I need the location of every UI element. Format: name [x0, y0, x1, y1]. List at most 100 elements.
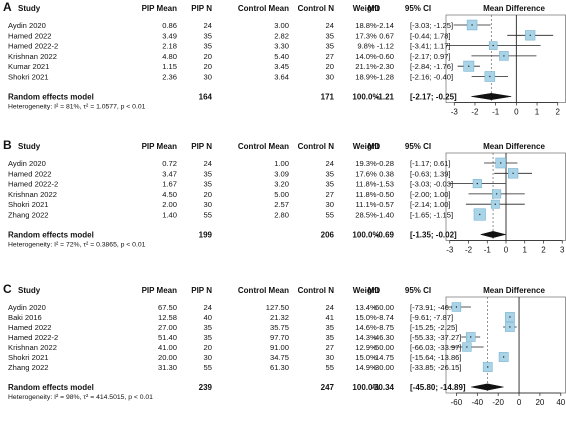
summary-weight: 100.0% — [352, 383, 379, 392]
study-row: Hamed 2022 3.47 35 3.09 35 17.6% 0.38 [-0.63; 1… — [8, 168, 533, 179]
header-control-n: Control N — [298, 142, 335, 151]
md-value: -0.57 — [377, 200, 394, 209]
summary-label: Random effects model — [8, 231, 94, 240]
control-mean-value: 3.09 — [274, 169, 289, 178]
weight-value: 18.8% — [355, 21, 377, 30]
pip-mean-value: 4.80 — [162, 52, 177, 61]
pip-n-value: 35 — [204, 180, 212, 189]
weight-value: 11.8% — [356, 180, 377, 189]
header-md: MD — [368, 4, 381, 13]
header-study: Study — [18, 142, 41, 151]
header-md: MD — [368, 286, 381, 295]
weight-value: 17.6% — [355, 169, 377, 178]
header-pip-mean: PIP Mean — [142, 286, 178, 295]
x-tick-label: -20 — [492, 398, 504, 407]
header-weight: Weight — [353, 4, 380, 13]
heterogeneity-text: Heterogeneity: I² = 72%, τ² = 0.3865, p … — [8, 242, 146, 249]
control-mean-value: 97.70 — [270, 333, 289, 342]
study-name: Zhang 2022 — [8, 363, 49, 372]
study-name: Zhang 2022 — [8, 211, 49, 220]
md-value: -1.28 — [377, 73, 394, 82]
point-estimate-dot — [471, 24, 473, 26]
x-tick-label: -1 — [484, 246, 492, 255]
study-name: Hamed 2022-2 — [8, 333, 58, 342]
panel-A: A Study PIP Mean PIP N Control Mean Control N… — [3, 0, 566, 117]
weight-value: 14.3% — [355, 333, 377, 342]
control-n-value: 24 — [326, 159, 334, 168]
point-estimate-dot — [512, 172, 514, 174]
weight-value: 14.9% — [355, 363, 377, 372]
study-row: Shokri 2021 2.00 30 2.57 30 11.1% -0.57 [-2.14;… — [8, 199, 525, 209]
pip-n-value: 35 — [204, 333, 212, 342]
point-estimate-dot — [466, 346, 468, 348]
header-pip-n: PIP N — [191, 4, 212, 13]
header-study: Study — [18, 4, 41, 13]
study-name: Hamed 2022-2 — [8, 180, 58, 189]
pip-mean-value: 0.72 — [162, 159, 177, 168]
ci-value: [-1.17; 0.61] — [410, 159, 451, 168]
summary-md: -0.69 — [376, 231, 395, 240]
header-ci: 95% CI — [405, 142, 431, 151]
x-tick-label: 2 — [541, 246, 546, 255]
weight-value: 21.1% — [355, 62, 377, 71]
point-estimate-dot — [487, 366, 489, 368]
control-mean-value: 2.57 — [274, 200, 289, 209]
md-value: -30.00 — [372, 363, 394, 372]
study-row: Shokri 2021 20.00 30 34.75 30 15.0%-14.75 [-15… — [8, 352, 509, 362]
study-name: Krishnan 2022 — [8, 190, 57, 199]
weight-value: 11.8% — [356, 190, 377, 199]
study-row: Kumar 2021 1.15 20 3.45 20 21.1% -2.30 [-2.84; … — [8, 60, 480, 72]
pip-mean-value: 0.86 — [162, 21, 177, 30]
ci-value: [-73.91; -46.09] — [410, 303, 462, 312]
control-n-value: 55 — [326, 363, 334, 372]
summary-md: -1.21 — [376, 93, 395, 102]
summary-ci: [-1.35; -0.02] — [410, 231, 457, 240]
pip-n-value: 24 — [204, 21, 212, 30]
pip-n-value: 20 — [204, 62, 212, 71]
panel-C: C Study PIP Mean PIP N Control Mean Control N… — [3, 282, 566, 407]
summary-diamond — [471, 93, 512, 100]
ci-value: [-2.17; 0.97] — [410, 52, 451, 61]
header-mean-difference: Mean Difference — [483, 286, 545, 295]
study-row: Krishnan 2022 41.00 20 91.00 27 12.9%-50.00 [-… — [8, 342, 484, 352]
study-row: Hamed 2022 27.00 35 35.75 35 14.6% -8.75 [-15.2… — [8, 322, 517, 332]
pip-mean-value: 20.00 — [158, 353, 177, 362]
study-row: Baki 2016 12.58 40 21.32 41 15.0% -8.74 [-9.61;… — [8, 312, 515, 322]
study-name: Shokri 2021 — [8, 200, 49, 209]
point-estimate-dot — [479, 213, 481, 216]
pip-mean-value: 4.50 — [162, 190, 177, 199]
x-tick-label: 1 — [535, 108, 540, 117]
summary-row: Random effects model 199 206 100.0%-0.69 [-1… — [8, 231, 506, 240]
x-tick-label: -3 — [451, 108, 459, 117]
study-row: Aydin 2020 0.72 24 1.00 24 19.3% -0.28 [-1.17; … — [8, 157, 518, 169]
control-mean-value: 3.64 — [274, 73, 289, 82]
summary-control-n: 206 — [321, 231, 335, 240]
x-tick-label: 0 — [514, 108, 519, 117]
study-name: Hamed 2022 — [8, 31, 51, 40]
ci-value: [-1.65; -1.15] — [410, 211, 453, 220]
panel-letter: B — [3, 138, 12, 152]
ci-value: [-9.61; -7.87] — [410, 313, 453, 322]
header-control-n: Control N — [298, 286, 335, 295]
panel-letter: A — [3, 0, 12, 14]
pip-mean-value: 41.00 — [158, 343, 177, 352]
point-estimate-dot — [509, 326, 511, 328]
summary-control-n: 247 — [321, 383, 335, 392]
md-value: 0.38 — [379, 169, 394, 178]
control-n-value: 20 — [326, 62, 334, 71]
header-pip-mean: PIP Mean — [142, 4, 178, 13]
ci-value: [-3.03; -0.03] — [410, 180, 453, 189]
x-tick-label: 0 — [504, 246, 509, 255]
ci-value: [-2.00; 1.00] — [410, 190, 451, 199]
heterogeneity-text: Heterogeneity: I² = 98%, τ² = 414.5015, … — [8, 394, 153, 401]
md-value: -46.30 — [372, 333, 394, 342]
ci-value: [-2.16; -0.40] — [410, 73, 453, 82]
header-pip-n: PIP N — [191, 286, 212, 295]
header-control-n: Control N — [298, 4, 335, 13]
md-value: -50.00 — [372, 343, 394, 352]
control-n-value: 35 — [326, 323, 334, 332]
x-tick-label: 40 — [556, 398, 565, 407]
study-row: Krishnan 2022 4.50 20 5.00 27 11.8% -0.50 [-2.0… — [8, 189, 525, 199]
study-row: Shokri 2021 2.36 30 3.64 30 18.9% -1.28 [-2.16;… — [8, 71, 509, 82]
study-name: Hamed 2022 — [8, 169, 51, 178]
